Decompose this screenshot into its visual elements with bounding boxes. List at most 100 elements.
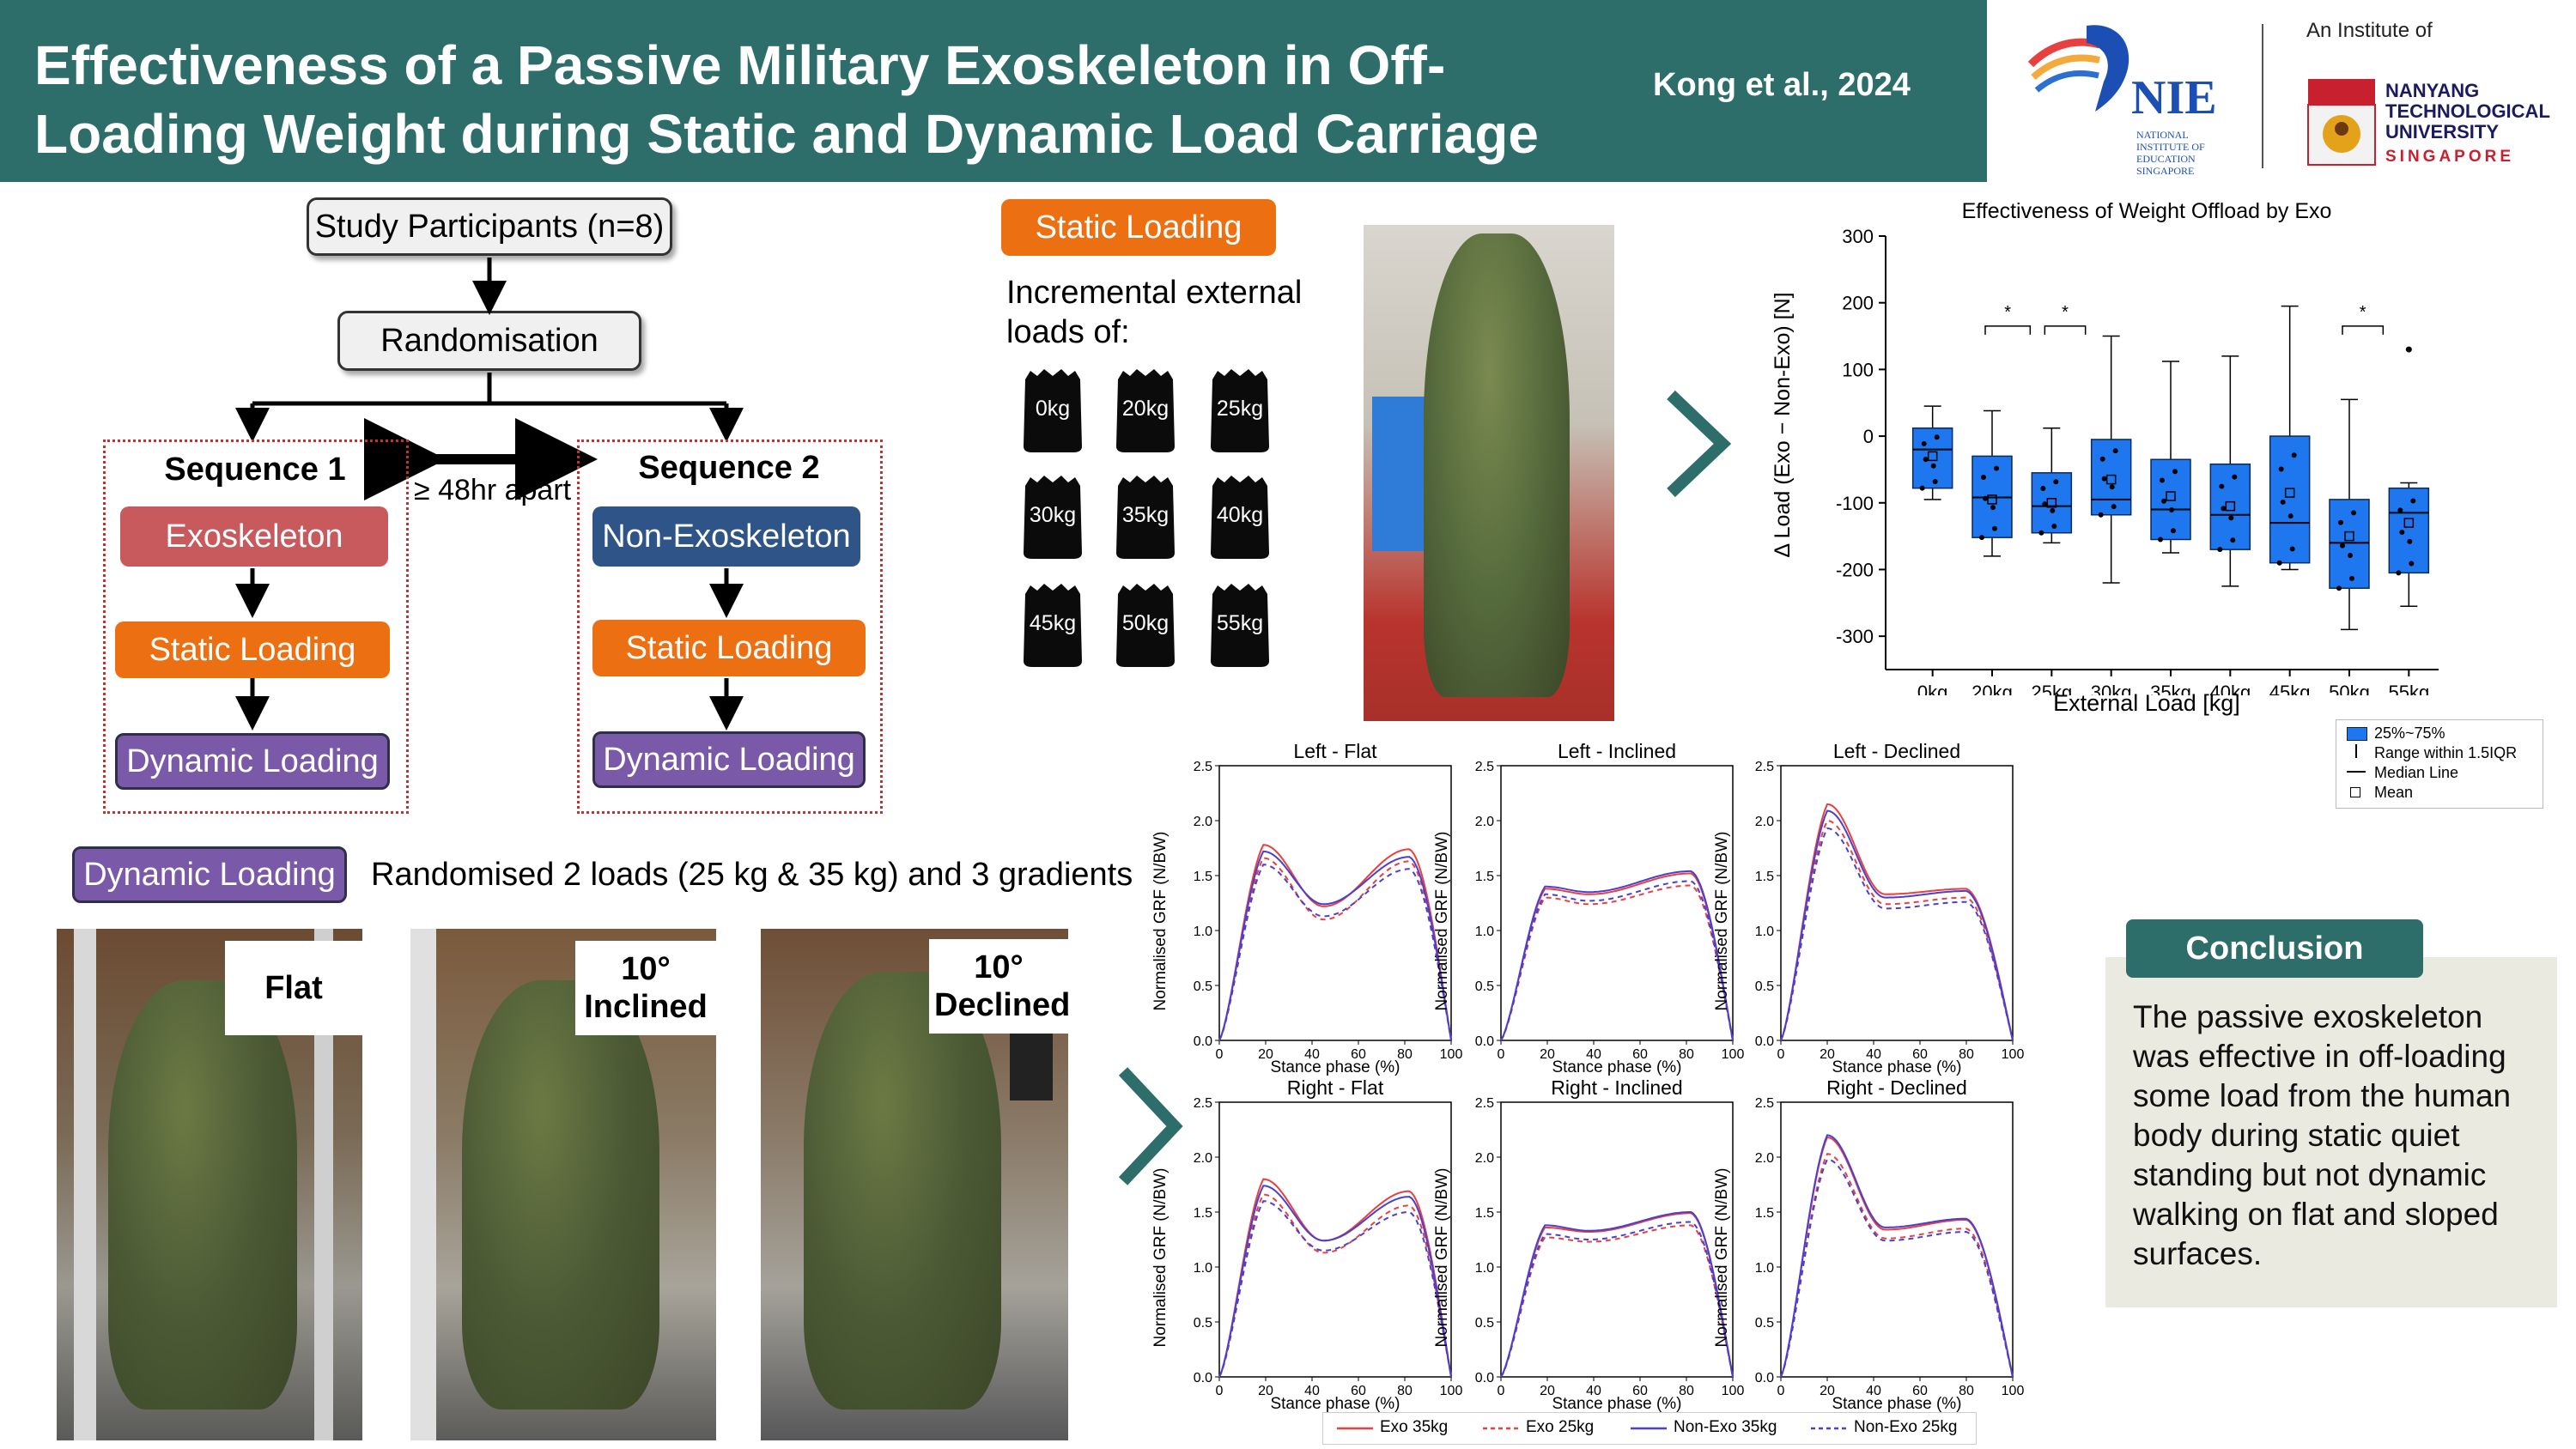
y-tick-label: 1.5 (1755, 1206, 1774, 1221)
soldier-figure (804, 972, 1001, 1410)
y-tick-label: 1.0 (1194, 925, 1212, 939)
ntu-logo: NANYANG TECHNOLOGICAL UNIVERSITY SINGAPO… (2306, 77, 2564, 172)
x-tick-label: 60 (1632, 1384, 1648, 1398)
y-tick-label: 2.0 (1194, 1151, 1212, 1166)
mean-marker (2046, 498, 2057, 508)
grf-xlabel: Stance phase (%) (1832, 1395, 1962, 1413)
weight-bag: 55kg (1209, 582, 1271, 668)
x-tick-label: 60 (1351, 1384, 1366, 1398)
data-point (2099, 456, 2105, 462)
data-point (2038, 530, 2044, 536)
grf-xlabel: Stance phase (%) (1832, 1058, 1962, 1076)
gap-label: ≥ 48hr apart (414, 474, 572, 506)
data-point (2161, 498, 2166, 504)
data-point (2050, 507, 2056, 513)
boxplot-legend: 25%~75% Range within 1.5IQR Median Line … (2336, 719, 2543, 809)
data-point (2101, 476, 2107, 482)
plot-frame (1218, 765, 1452, 1041)
soldier-figure (1424, 233, 1570, 697)
data-point (1932, 478, 1938, 484)
y-tick-label: 2.0 (1194, 815, 1212, 829)
grf-line-exo-35kg (1780, 1136, 2014, 1378)
grf-line-non-exo-25kg (1780, 1158, 2014, 1378)
weight-bag: 20kg (1115, 367, 1176, 453)
grf-panel: 0.0 0.5 1.0 1.5 2.0 2.5 0 20 40 60 80 100 Right - In… (1433, 1076, 1744, 1416)
x-tick-label: 20 (1540, 1047, 1555, 1062)
header-banner (0, 0, 1987, 182)
data-point (2219, 483, 2225, 489)
x-tick-label: 0 (1498, 1047, 1505, 1062)
x-tick-label: 20 (1820, 1384, 1835, 1398)
data-point (2336, 585, 2342, 591)
x-tick-label: 80 (1959, 1384, 1974, 1398)
static-badge: Static Loading (1001, 199, 1276, 256)
box-40kg (2209, 463, 2251, 550)
data-point (2407, 538, 2413, 544)
grf-line-non-exo-25kg (1500, 880, 1734, 1041)
conclusion-text: The passive exoskeleton was effective in… (2133, 999, 2512, 1271)
grf-plot: 0.0 0.5 1.0 1.5 2.0 2.5 0 20 40 60 80 100 (1194, 1096, 1463, 1398)
grf-panel-title: Left - Declined (1832, 740, 1961, 762)
data-point (1981, 475, 1986, 481)
significance-bracket (2044, 325, 2087, 335)
y-tick-label: -200 (1836, 559, 1874, 580)
x-tick-label: 60 (1351, 1047, 1366, 1062)
data-point (2399, 529, 2405, 535)
grf-line-non-exo-35kg (1780, 1134, 2014, 1378)
x-tick-label: 0 (1216, 1384, 1224, 1398)
data-point (2160, 477, 2165, 483)
nie-acronym: NIE (2131, 71, 2217, 124)
grf-ylabel: Normalised GRF (N/BW) (1713, 831, 1731, 1011)
plot-frame (1780, 1101, 2014, 1378)
label-flat: Flat (225, 941, 362, 1035)
grf-line-non-exo-35kg (1218, 850, 1452, 1041)
data-point (2287, 513, 2293, 519)
x-tick-label: 40 (1304, 1047, 1320, 1062)
data-point (2232, 474, 2238, 480)
x-tick-label: 80 (1959, 1047, 1974, 1062)
soldier-figure (462, 980, 659, 1410)
y-tick-label: 1.0 (1475, 1261, 1494, 1276)
x-tick-label: 40 (1586, 1047, 1601, 1062)
grf-line-exo-35kg (1780, 803, 2014, 1041)
significance-bracket (1984, 325, 2032, 335)
x-tick-label: 25kg (2031, 682, 2072, 695)
grf-legend: Exo 35kg Exo 25kg Non-Exo 35kg Non-Exo 2… (1322, 1412, 1977, 1445)
data-point (2409, 561, 2415, 567)
data-point (2228, 515, 2234, 521)
y-tick-label: 1.5 (1475, 870, 1494, 884)
data-point (2111, 504, 2117, 510)
box-35kg (2150, 458, 2191, 541)
soldier-figure (108, 980, 297, 1410)
grf-line-exo-25kg (1218, 857, 1452, 1041)
participants-box: Study Participants (n=8) (307, 197, 672, 256)
data-point (1992, 525, 1997, 531)
y-tick-label: -100 (1836, 493, 1874, 514)
y-tick-label: 2.5 (1194, 760, 1212, 774)
box-50kg (2329, 499, 2370, 589)
y-tick-label: 0.0 (1475, 1034, 1494, 1049)
legend-exo35: Exo 35kg (1380, 1418, 1449, 1436)
x-tick-label: 0kg (1917, 682, 1947, 695)
y-tick-label: 0.5 (1194, 1316, 1212, 1331)
conclusion-panel (2105, 957, 2557, 1307)
grf-line-non-exo-25kg (1780, 827, 2014, 1041)
grf-xlabel: Stance phase (%) (1270, 1395, 1400, 1413)
x-tick-label: 30kg (2091, 682, 2132, 695)
data-point (1983, 495, 1988, 501)
seq1-dynamic-box: Dynamic Loading (115, 733, 390, 790)
boxplot-ylabel: Δ Load (Exo − Non-Exo) [N] (1771, 292, 1795, 558)
boxplot-title: Effectiveness of Weight Offload by Exo (1961, 199, 2332, 223)
grf-panel: 0.0 0.5 1.0 1.5 2.0 2.5 0 20 40 60 80 100 Right - Fl… (1151, 1076, 1463, 1416)
weight-bag: 25kg (1209, 367, 1271, 453)
data-point (2397, 507, 2403, 513)
y-tick-label: 2.0 (1755, 1151, 1774, 1166)
mean-marker (2105, 474, 2117, 485)
sequence1-title: Sequence 1 (164, 452, 346, 488)
y-tick-label: 100 (1842, 359, 1874, 380)
data-point (2109, 484, 2115, 490)
y-tick-label: 1.0 (1755, 925, 1774, 939)
sequence1-frame (103, 440, 409, 814)
grf-line-exo-25kg (1500, 884, 1734, 1041)
x-tick-label: 0 (1216, 1047, 1224, 1062)
